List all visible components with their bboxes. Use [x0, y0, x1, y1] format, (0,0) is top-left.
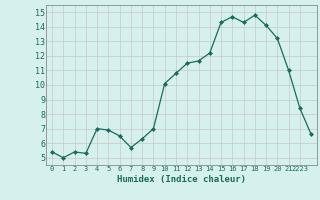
- X-axis label: Humidex (Indice chaleur): Humidex (Indice chaleur): [117, 175, 246, 184]
